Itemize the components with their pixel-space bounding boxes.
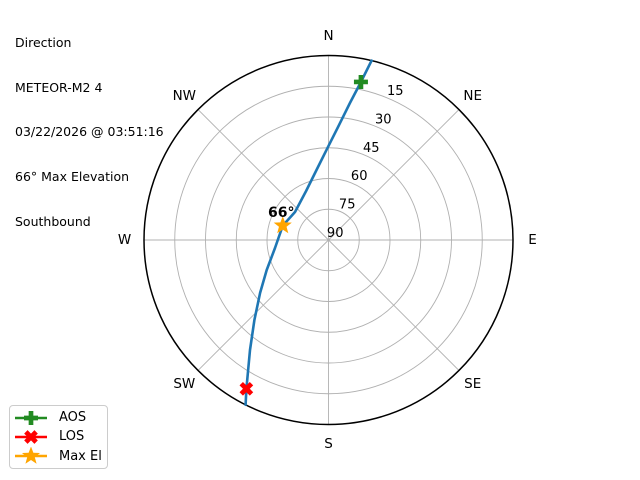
legend-item-maxel: Max El (14, 447, 107, 466)
elevation-tick-label-75: 75 (339, 197, 356, 212)
compass-label-sw: SW (173, 376, 195, 392)
legend-item-los: LOS (14, 427, 107, 446)
elevation-tick-label-60: 60 (351, 169, 368, 184)
max-el-star-icon (15, 447, 47, 465)
compass-label-s: S (324, 436, 333, 452)
elevation-tick-label-90: 90 (327, 226, 344, 241)
legend-label-aos: AOS (59, 410, 87, 426)
compass-spoke-225 (197, 239, 329, 371)
compass-label-e: E (528, 232, 537, 248)
pass-info-block: Direction METEOR-M2 4 03/22/2026 @ 03:51… (15, 6, 164, 245)
compass-label-nw: NW (173, 88, 196, 104)
legend-label-maxel: Max El (59, 448, 102, 464)
legend-marker-star (21, 447, 41, 465)
legend-item-aos: AOS (14, 408, 107, 427)
legend-label-los: LOS (59, 429, 85, 445)
elevation-tick-label-45: 45 (363, 141, 380, 156)
compass-label-w: W (118, 232, 131, 248)
satellite-name: METEOR-M2 4 (15, 79, 103, 95)
los-marker (239, 381, 254, 396)
los-x-icon (15, 430, 47, 444)
pass-datetime: 03/22/2026 @ 03:51:16 (15, 124, 164, 140)
max-el-marker (273, 216, 292, 234)
legend-marker-plus (24, 410, 38, 425)
legend-marker-x (24, 430, 38, 444)
pass-heading: Southbound (15, 213, 91, 229)
elevation-tick-label-15: 15 (387, 84, 404, 99)
compass-spoke-315 (197, 109, 329, 241)
aos-plus-icon (15, 410, 47, 425)
chart-legend: AOS LOS Max El (9, 405, 108, 469)
horizon-ring (143, 54, 514, 426)
compass-spoke-135 (328, 239, 460, 371)
compass-spoke-45 (328, 109, 460, 241)
compass-label-se: SE (464, 376, 481, 392)
chart-title: Direction (15, 34, 72, 50)
compass-label-ne: NE (463, 88, 482, 104)
compass-label-n: N (323, 28, 333, 44)
satellite-track-line (244, 59, 373, 407)
aos-marker (353, 74, 368, 89)
max-elevation-annotation: 66° (268, 205, 295, 221)
max-elevation-text: 66° Max Elevation (15, 168, 130, 184)
elevation-tick-label-30: 30 (375, 113, 392, 128)
